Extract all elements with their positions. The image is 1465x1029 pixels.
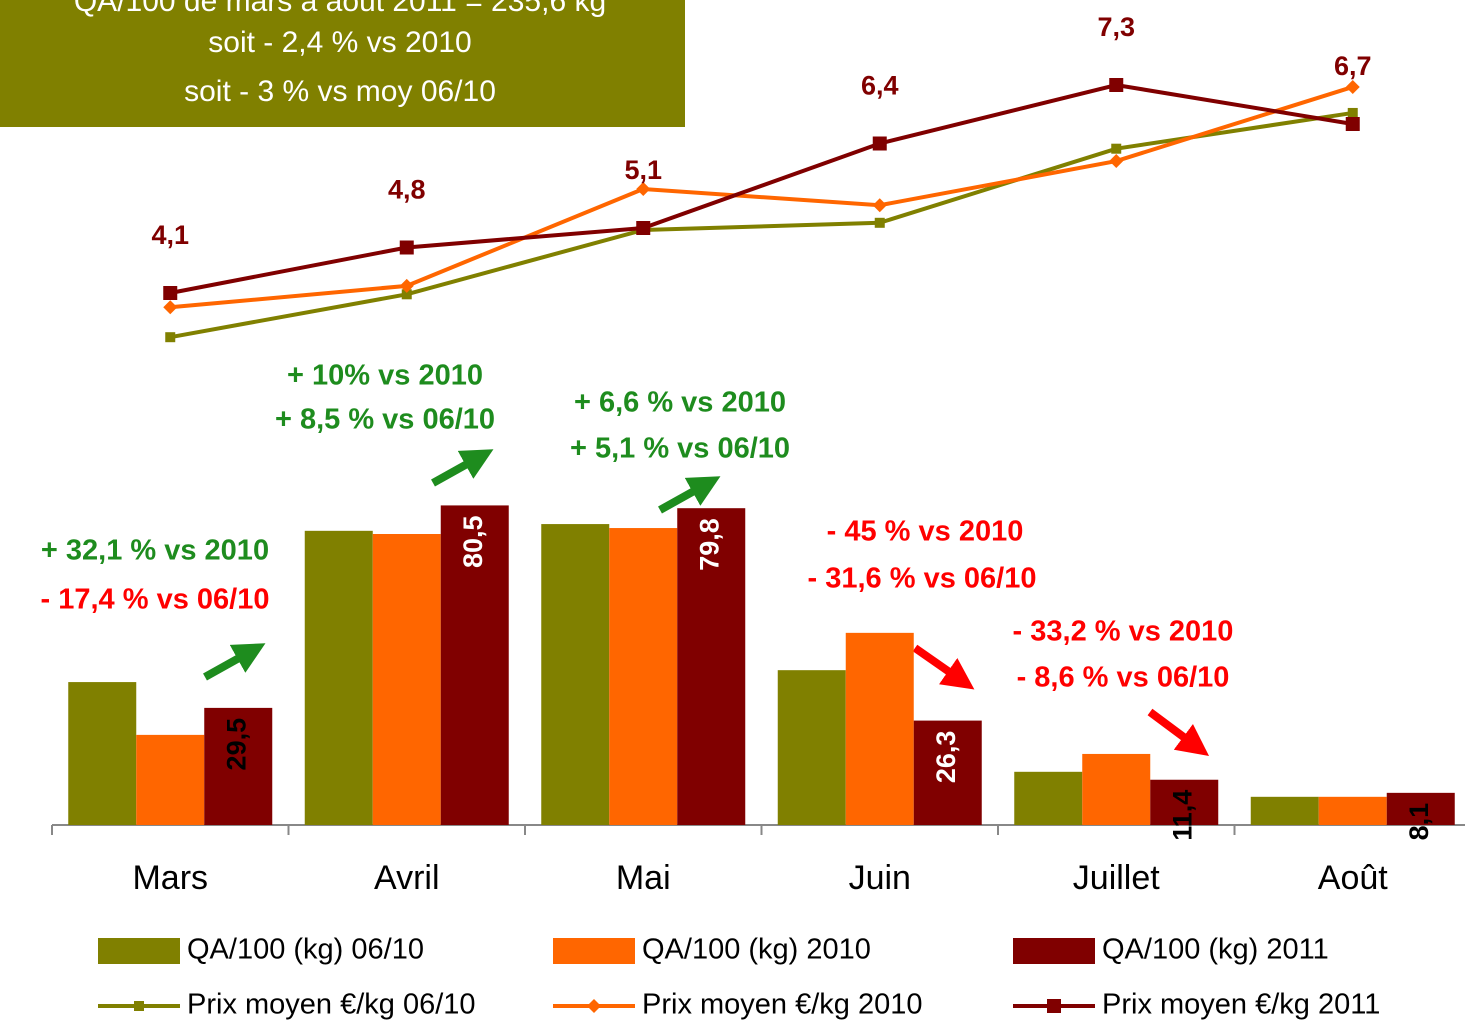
annotation: - 8,6 % vs 06/10 — [1017, 662, 1230, 694]
bar — [777, 670, 846, 825]
annotation: + 5,1 % vs 06/10 — [570, 433, 790, 465]
legend-label: Prix moyen €/kg 2011 — [1102, 989, 1380, 1021]
line-marker — [399, 278, 414, 293]
line-value-label: 5,1 — [624, 155, 662, 185]
line-marker — [636, 221, 651, 235]
line-value-label: 6,4 — [861, 71, 899, 101]
arrow — [431, 449, 494, 487]
bar — [1250, 796, 1319, 825]
bar — [1014, 771, 1083, 825]
annotation: + 8,5 % vs 06/10 — [275, 404, 495, 436]
line-marker — [874, 217, 885, 228]
bar — [677, 508, 746, 825]
bar — [1082, 753, 1151, 825]
arrow — [658, 476, 721, 514]
bar-value-label: 29,5 — [221, 718, 251, 771]
arrow — [912, 644, 975, 690]
line-marker — [1111, 143, 1122, 154]
line-value-label: 4,8 — [388, 175, 426, 205]
legend-label: QA/100 (kg) 2011 — [1102, 934, 1329, 966]
arrow — [1147, 708, 1210, 756]
line-value-label: 6,7 — [1334, 51, 1372, 81]
line-value-label: 7,3 — [1097, 12, 1135, 42]
line-marker — [1109, 154, 1124, 169]
bar-value-label: 26,3 — [931, 731, 961, 784]
bar — [913, 720, 982, 825]
line-marker — [401, 289, 412, 300]
textbox — [0, 0, 685, 127]
x-tick-label: Mai — [616, 859, 671, 897]
legend-label: QA/100 (kg) 2010 — [642, 934, 871, 966]
annotation: + 6,6 % vs 2010 — [574, 387, 786, 419]
line-marker — [872, 198, 887, 213]
line-marker — [1345, 117, 1360, 131]
bar — [1150, 779, 1219, 825]
textbox-line: soit - 3 % vs moy 06/10 — [184, 75, 496, 108]
line-marker — [399, 240, 414, 255]
bar-value-label: 8,1 — [1404, 803, 1434, 841]
x-tick-label: Août — [1318, 859, 1388, 897]
x-tick-label: Juin — [849, 859, 911, 897]
textbox-line: QA/100 de mars à août 2011 = 235,6 kg — [74, 0, 606, 18]
legend-swatch — [553, 938, 635, 964]
line-marker — [163, 300, 178, 315]
x-tick-label: Avril — [374, 859, 440, 897]
arrows — [203, 449, 1210, 756]
bar-value-label: 11,4 — [1167, 790, 1197, 841]
line-marker — [1109, 78, 1124, 92]
annotation: + 10% vs 2010 — [287, 360, 483, 392]
arrow — [203, 643, 266, 681]
annotation: - 45 % vs 2010 — [827, 516, 1024, 548]
legend-label: QA/100 (kg) 06/10 — [187, 934, 424, 966]
bar — [440, 505, 509, 825]
bar — [372, 533, 441, 825]
x-tick-label: Mars — [132, 859, 208, 897]
legend-marker — [587, 999, 601, 1013]
x-tick-label: Juillet — [1073, 859, 1160, 897]
annotation: + 32,1 % vs 2010 — [41, 535, 269, 567]
annotation: - 31,6 % vs 06/10 — [808, 563, 1037, 595]
line-marker — [636, 182, 651, 196]
bar — [609, 528, 678, 825]
legend-swatch — [98, 938, 180, 964]
bar — [1386, 792, 1455, 825]
line-value-label: 4,1 — [151, 220, 189, 250]
bar — [136, 734, 205, 825]
line-marker — [1347, 107, 1358, 118]
price-line — [170, 85, 1354, 310]
bar — [541, 524, 610, 825]
bar — [845, 632, 914, 825]
legend-marker — [134, 1001, 144, 1011]
textbox-line: soit - 2,4 % vs 2010 — [208, 26, 471, 59]
price-line — [169, 110, 1354, 340]
legend-swatch — [1013, 938, 1095, 964]
annotation: - 33,2 % vs 2010 — [1013, 616, 1234, 648]
bar — [304, 530, 373, 825]
price-line — [169, 82, 1354, 295]
line-marker — [163, 286, 178, 300]
bar-value-label: 79,8 — [694, 518, 724, 571]
bar — [204, 707, 273, 825]
legend-marker — [1047, 999, 1061, 1013]
line-marker — [872, 136, 887, 151]
annotation: - 17,4 % vs 06/10 — [41, 584, 270, 616]
legend-label: Prix moyen €/kg 2010 — [642, 989, 922, 1021]
line-marker — [165, 332, 176, 343]
bar-value-label: 80,5 — [458, 515, 488, 568]
line-marker — [1345, 79, 1360, 94]
bar — [68, 682, 137, 825]
legend-label: Prix moyen €/kg 06/10 — [187, 989, 476, 1021]
bar — [1318, 796, 1387, 825]
